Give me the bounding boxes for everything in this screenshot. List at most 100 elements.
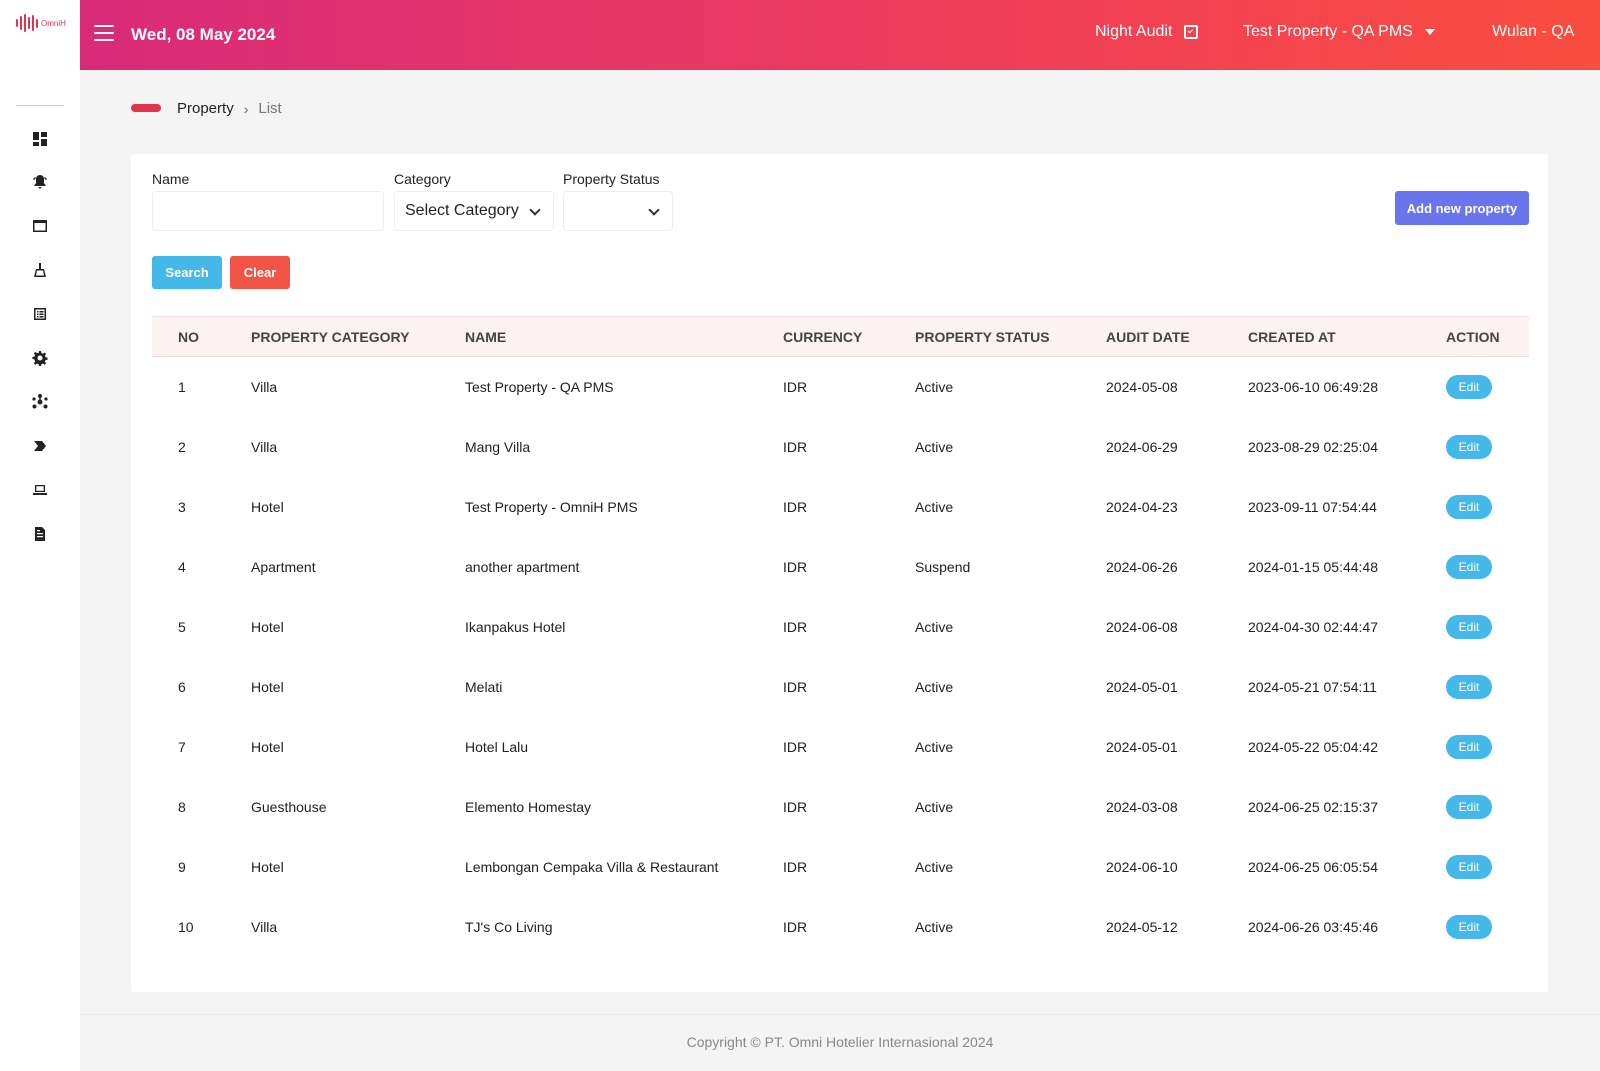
- cell-category: Guesthouse: [251, 798, 327, 815]
- name-label: Name: [152, 171, 190, 187]
- table-row: 9 Hotel Lembongan Cempaka Villa & Restau…: [152, 837, 1529, 897]
- calendar-check-icon: [1184, 25, 1199, 39]
- cell-name: TJ's Co Living: [465, 918, 553, 935]
- cell-currency: IDR: [783, 378, 808, 395]
- cell-name: Mang Villa: [465, 438, 531, 455]
- search-button[interactable]: Search: [152, 256, 222, 289]
- table-row: 3 Hotel Test Property - OmniH PMS IDR Ac…: [152, 477, 1529, 537]
- sidebar-item-dashboard[interactable]: [30, 129, 50, 149]
- cell-action: Edit: [1446, 357, 1529, 417]
- cell-status: Active: [915, 378, 954, 395]
- cell-no: 2: [178, 438, 186, 455]
- table-row: 1 Villa Test Property - QA PMS IDR Activ…: [152, 357, 1529, 417]
- cell-audit-date: 2024-06-26: [1106, 558, 1178, 575]
- cell-category: Villa: [251, 918, 278, 935]
- cell-currency: IDR: [783, 618, 808, 635]
- sidebar-item-list[interactable]: [30, 304, 50, 324]
- edit-button[interactable]: Edit: [1446, 434, 1492, 459]
- name-input[interactable]: [152, 191, 384, 231]
- table-row: 10 Villa TJ's Co Living IDR Active 2024-…: [152, 897, 1529, 957]
- cell-category: Hotel: [251, 678, 284, 695]
- cell-category: Hotel: [251, 498, 284, 515]
- chevron-down-icon: [648, 204, 660, 216]
- cell-name: Test Property - OmniH PMS: [465, 498, 638, 515]
- edit-button[interactable]: Edit: [1446, 554, 1492, 579]
- sidebar-item-notifications[interactable]: [30, 172, 50, 192]
- cell-currency: IDR: [783, 858, 808, 875]
- cell-category: Villa: [251, 438, 278, 455]
- cell-no: 7: [178, 738, 186, 755]
- cell-status: Active: [915, 618, 954, 635]
- omnih-logo[interactable]: OmniH: [16, 14, 66, 32]
- cell-created-at: 2023-09-11 07:54:44: [1248, 498, 1377, 515]
- cell-currency: IDR: [783, 798, 808, 815]
- column-header-created-at: CREATED AT: [1248, 328, 1336, 345]
- cell-audit-date: 2024-06-29: [1106, 438, 1178, 455]
- edit-button[interactable]: Edit: [1446, 374, 1492, 399]
- add-property-button[interactable]: Add new property: [1395, 191, 1529, 225]
- night-audit-button[interactable]: Night Audit: [1095, 23, 1199, 41]
- laptop-icon: [33, 485, 47, 495]
- user-menu[interactable]: Wulan - QA: [1492, 23, 1575, 40]
- edit-button[interactable]: Edit: [1446, 674, 1492, 699]
- footer-divider: [80, 1014, 1600, 1015]
- edit-button[interactable]: Edit: [1446, 734, 1492, 759]
- column-header-category: PROPERTY CATEGORY: [251, 328, 410, 345]
- footer-copyright: Copyright © PT. Omni Hotelier Internasio…: [686, 1034, 994, 1050]
- property-selector-label: Test Property - QA PMS: [1243, 23, 1413, 40]
- sidebar-item-settings[interactable]: [30, 348, 50, 368]
- logo-text: OmniH: [41, 18, 66, 28]
- tag-icon: [34, 441, 46, 451]
- cell-name: Hotel Lalu: [465, 738, 529, 755]
- sidebar-item-devices[interactable]: [30, 480, 50, 500]
- edit-button[interactable]: Edit: [1446, 914, 1492, 939]
- property-selector[interactable]: Test Property - QA PMS: [1243, 23, 1435, 41]
- cell-no: 5: [178, 618, 186, 635]
- cell-status: Active: [915, 798, 954, 815]
- cell-audit-date: 2024-05-08: [1106, 378, 1178, 395]
- cell-audit-date: 2024-06-08: [1106, 618, 1178, 635]
- cell-currency: IDR: [783, 738, 808, 755]
- table-row: 5 Hotel Ikanpakus Hotel IDR Active 2024-…: [152, 597, 1529, 657]
- sidebar-item-reports[interactable]: [30, 524, 50, 544]
- cell-audit-date: 2024-05-01: [1106, 738, 1178, 755]
- cell-name: Lembongan Cempaka Villa & Restaurant: [465, 858, 719, 875]
- sidebar-item-channel[interactable]: [30, 392, 50, 412]
- sidebar-item-tags[interactable]: [30, 436, 50, 456]
- cell-currency: IDR: [783, 918, 808, 935]
- edit-button[interactable]: Edit: [1446, 614, 1492, 639]
- property-status-select[interactable]: [563, 191, 673, 231]
- edit-button[interactable]: Edit: [1446, 794, 1492, 819]
- chevron-down-icon: [529, 204, 541, 216]
- chevron-right-icon: ›: [243, 100, 249, 117]
- column-header-no: NO: [178, 328, 199, 345]
- window-icon: [33, 220, 47, 232]
- sidebar: OmniH: [0, 0, 80, 1071]
- cell-no: 10: [178, 918, 194, 935]
- cell-created-at: 2024-05-22 05:04:42: [1248, 738, 1378, 755]
- top-header: Wed, 08 May 2024 Night Audit Test Proper…: [80, 0, 1600, 70]
- category-select[interactable]: Select Category: [394, 191, 554, 231]
- sidebar-item-frontdesk[interactable]: [30, 216, 50, 236]
- caret-down-icon: [1424, 29, 1435, 35]
- network-icon: [32, 394, 48, 409]
- column-header-name: NAME: [465, 328, 507, 345]
- cell-action: Edit: [1446, 597, 1529, 657]
- cell-created-at: 2024-05-21 07:54:11: [1248, 678, 1377, 695]
- property-list-card: [131, 154, 1548, 992]
- breadcrumb-property[interactable]: Property: [177, 100, 234, 117]
- cell-created-at: 2023-06-10 06:49:28: [1248, 378, 1378, 395]
- cell-status: Active: [915, 438, 954, 455]
- property-status-label: Property Status: [563, 171, 660, 187]
- clear-button[interactable]: Clear: [230, 256, 290, 289]
- cell-action: Edit: [1446, 837, 1529, 897]
- menu-toggle-icon[interactable]: [94, 25, 114, 41]
- table-row: 7 Hotel Hotel Lalu IDR Active 2024-05-01…: [152, 717, 1529, 777]
- edit-button[interactable]: Edit: [1446, 494, 1492, 519]
- table-header-row: NO PROPERTY CATEGORY NAME CURRENCY PROPE…: [152, 316, 1529, 357]
- cell-name: another apartment: [465, 558, 580, 575]
- cell-audit-date: 2024-04-23: [1106, 498, 1178, 515]
- logo-mark-icon: [16, 14, 38, 32]
- edit-button[interactable]: Edit: [1446, 854, 1492, 879]
- sidebar-item-housekeeping[interactable]: [30, 260, 50, 280]
